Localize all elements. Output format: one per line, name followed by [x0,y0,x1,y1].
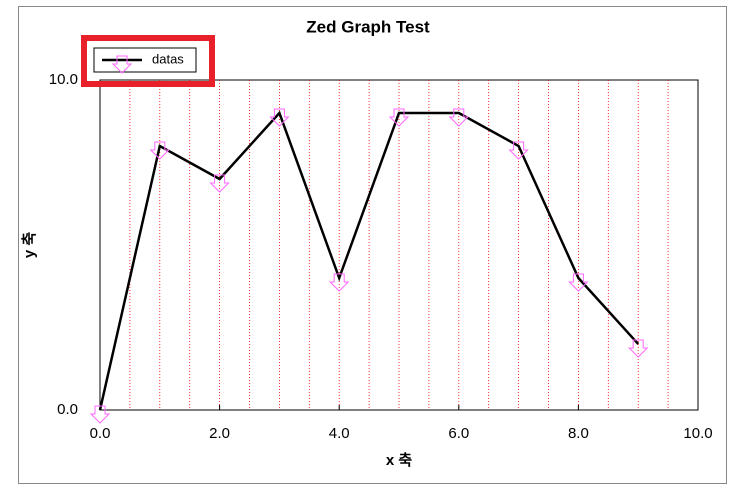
marker [89,405,111,424]
x-tick-label: 6.0 [448,425,469,442]
x-tick-label: 10.0 [683,425,712,442]
marker [508,141,529,160]
x-axis-label: x 축 [386,452,413,469]
legend-marker [111,55,133,74]
y-axis-label: y 축 [21,232,38,259]
marker [568,273,589,292]
y-tick-label: 10.0 [49,71,78,88]
x-tick-label: 4.0 [329,425,350,442]
marker [328,273,350,292]
chart-title: Zed Graph Test [306,17,430,36]
legend-label: datas [152,51,184,66]
marker [149,141,171,160]
line [98,110,640,411]
chart-frame [18,6,727,484]
marker [388,108,410,127]
x-tick-label: 2.0 [209,425,230,442]
x-tick-label: 8.0 [568,425,589,442]
marker [269,108,290,127]
highlight-box [81,35,215,87]
marker [627,339,649,358]
x-tick-label: 0.0 [90,425,111,442]
marker [448,108,470,127]
y-tick-label: 0.0 [57,401,78,418]
marker [209,174,230,193]
